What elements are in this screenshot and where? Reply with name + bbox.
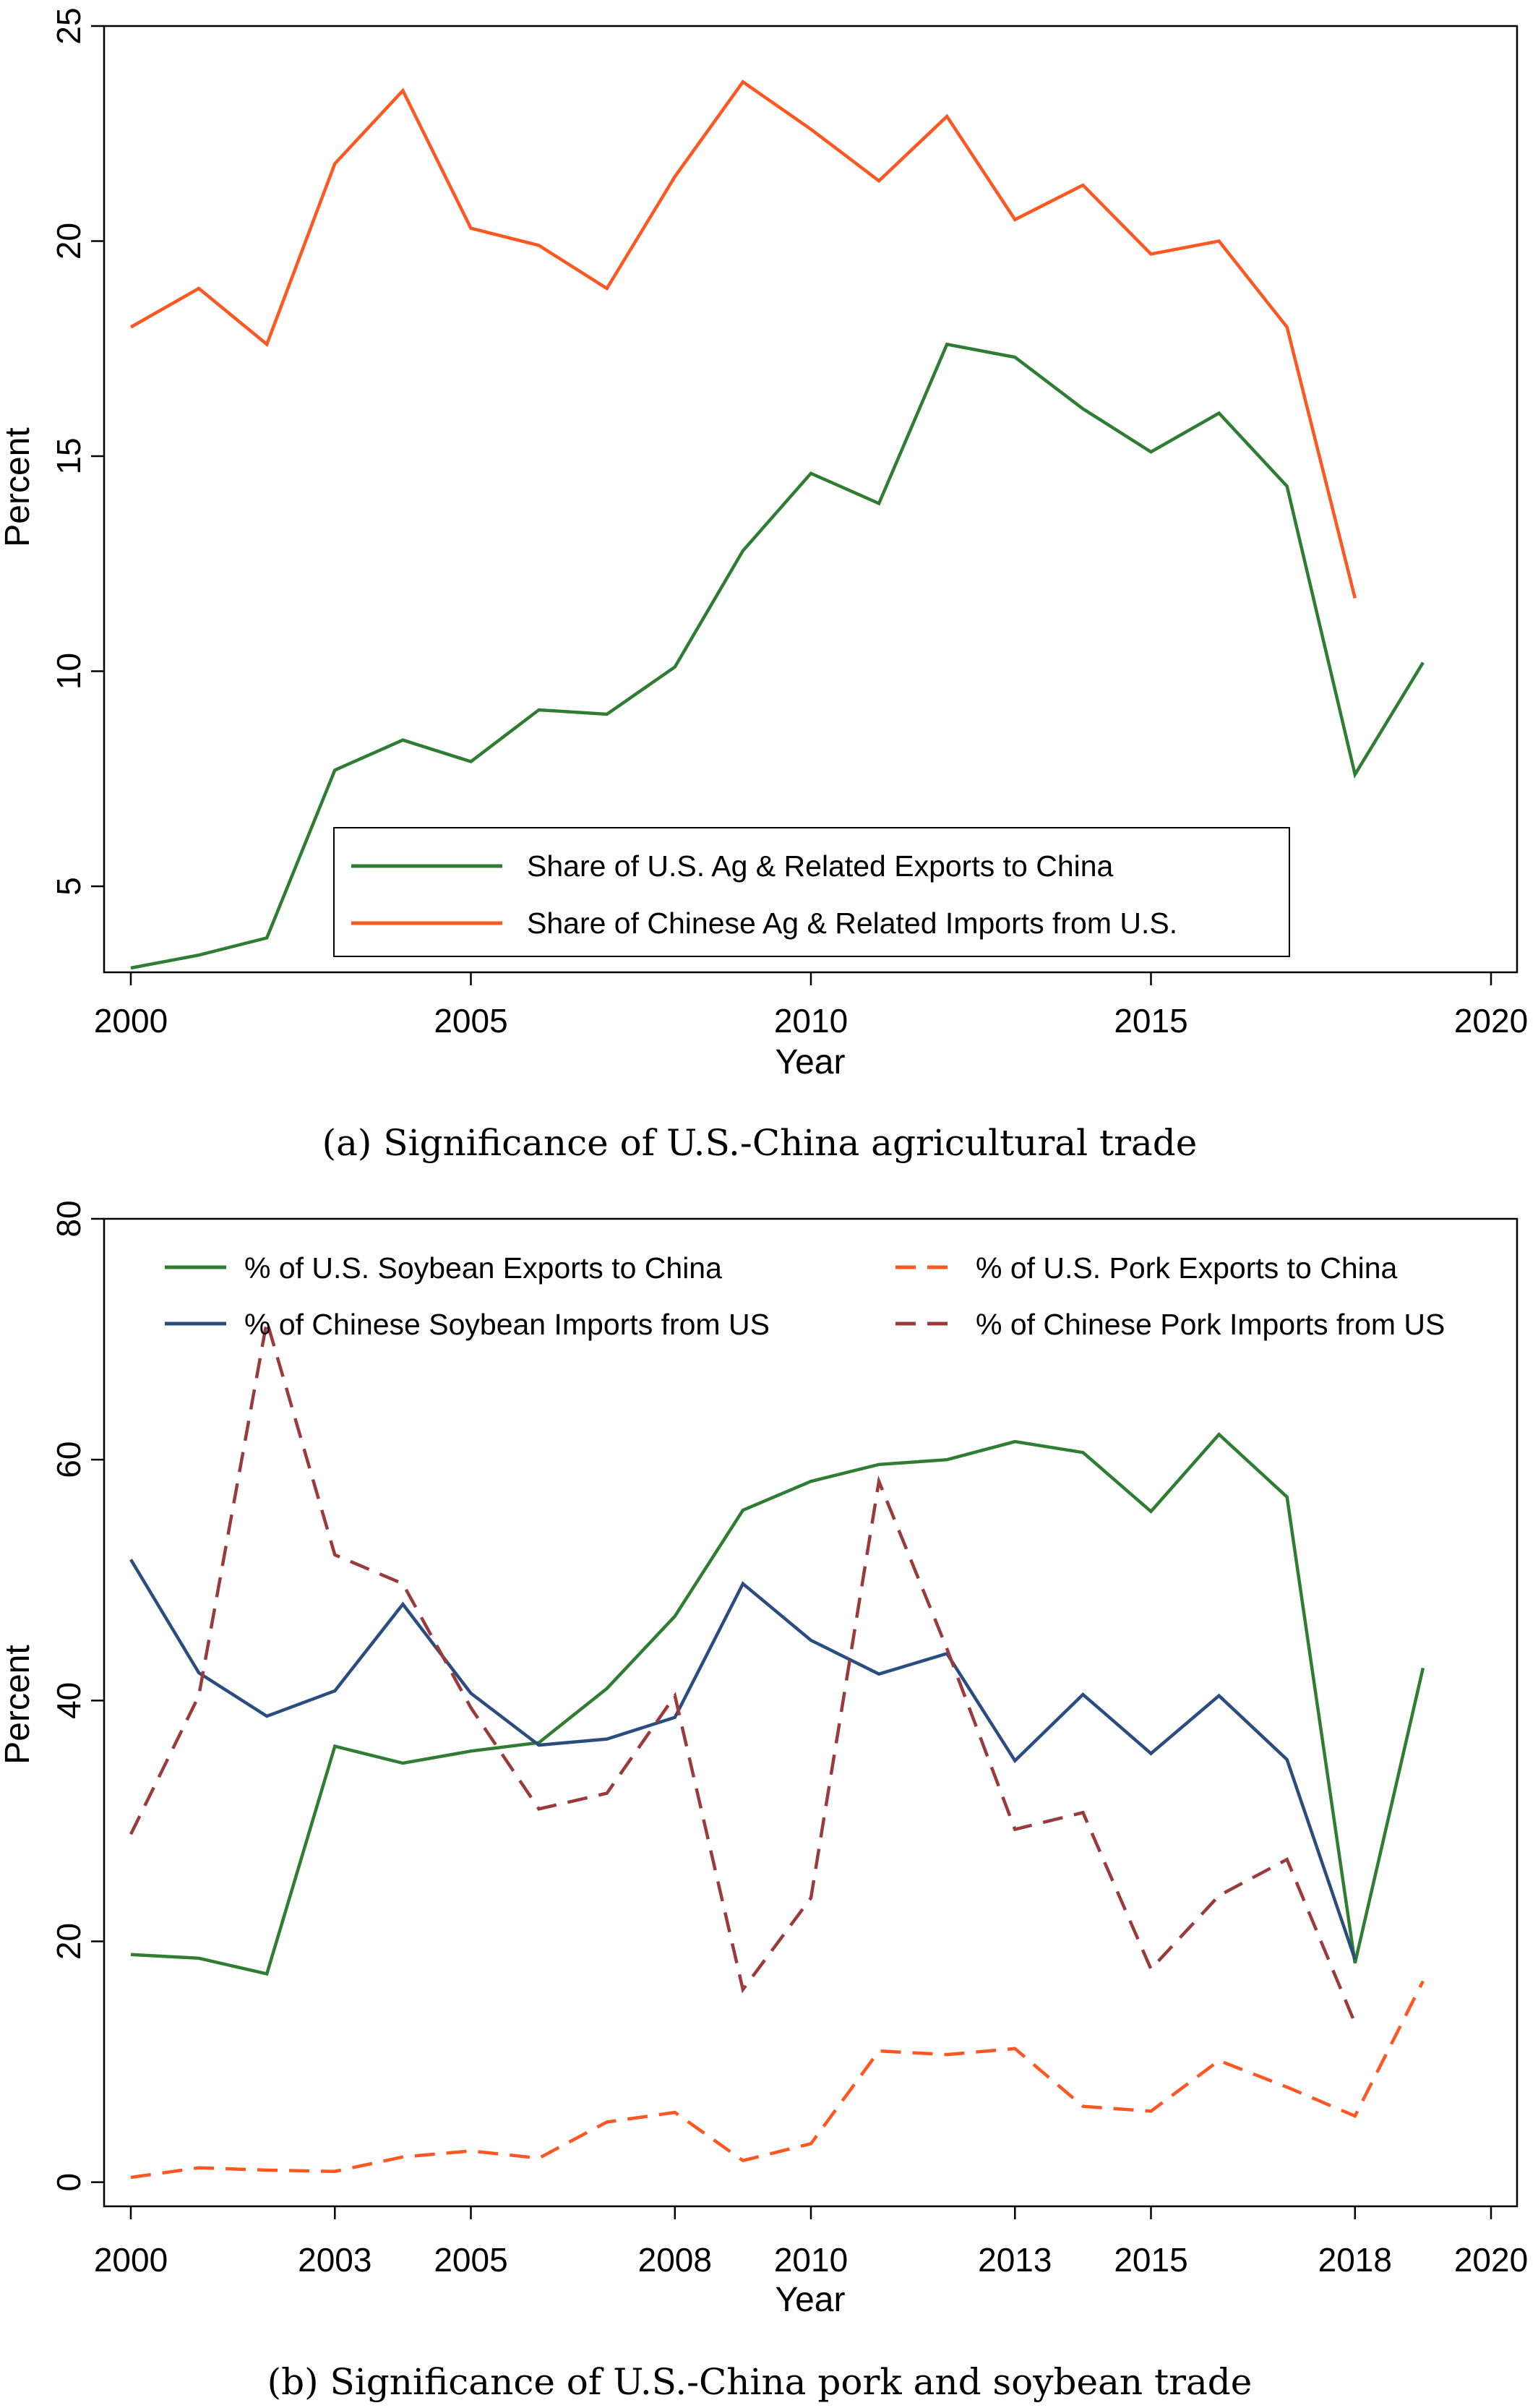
x-tick-label: 2020 [1454, 1002, 1528, 1040]
y-axis-title-b: Percent [0, 1645, 37, 1764]
y-tick-label: 20 [50, 223, 87, 260]
legend-label-b-2: % of Chinese Soybean Imports from US [244, 1308, 770, 1341]
series-line-b-3 [129, 1320, 1357, 2024]
x-tick-label: 2010 [774, 2241, 848, 2279]
x-tick-label: 2020 [1454, 2241, 1528, 2279]
x-tick-label: 2015 [1114, 1002, 1187, 1040]
x-tick-label: 2000 [94, 1002, 168, 1040]
legend-label-b-1: % of U.S. Pork Exports to China [976, 1251, 1398, 1285]
series-line-a-0 [130, 342, 1425, 970]
x-tick-label: 2008 [638, 2241, 712, 2279]
legend-label-a-1: Share of Chinese Ag & Related Imports fr… [527, 907, 1177, 940]
plot-frame-b [103, 1217, 1518, 2208]
y-tick-label: 15 [50, 437, 87, 474]
x-tick-label: 2013 [978, 2241, 1052, 2279]
legend-box-a [333, 827, 1290, 957]
series-line-b-0 [130, 1431, 1425, 1976]
y-tick-label: 80 [50, 1200, 87, 1237]
panel-b: 0 20 40 60 80 2000 2003 2005 2008 2010 2013 2015 20… [0, 1200, 1528, 2403]
y-tick-label: 10 [50, 653, 87, 690]
y-tick-label: 0 [50, 2173, 87, 2192]
x-axis-title-b: Year [776, 2281, 846, 2319]
x-tick-label: 2003 [298, 2241, 371, 2279]
x-tick-label: 2005 [434, 2241, 507, 2279]
y-tick-label: 5 [50, 877, 87, 896]
y-tick-label: 60 [50, 1441, 87, 1478]
legend-b: % of U.S. Soybean Exports to China % of … [165, 1251, 1445, 1341]
series-line-b-2 [129, 1559, 1357, 1961]
series-line-b-1 [130, 1980, 1425, 2180]
x-tick-label: 2010 [774, 1002, 848, 1040]
x-tick-label: 2005 [434, 1002, 507, 1040]
caption-a: (a) Significance of U.S.-China agricultu… [322, 1122, 1198, 1164]
y-tick-label: 25 [50, 7, 87, 44]
y-axis-title-a: Percent [0, 427, 37, 547]
legend-label-b-3: % of Chinese Pork Imports from US [976, 1308, 1445, 1341]
legend-a: Share of U.S. Ag & Related Exports to Ch… [333, 827, 1290, 957]
series-line-a-1 [129, 80, 1357, 599]
legend-label-a-0: Share of U.S. Ag & Related Exports to Ch… [527, 849, 1114, 883]
legend-label-b-0: % of U.S. Soybean Exports to China [244, 1251, 722, 1285]
x-tick-label: 2018 [1318, 2241, 1392, 2279]
y-tick-label: 40 [50, 1682, 87, 1719]
caption-b: (b) Significance of U.S.-China pork and … [267, 2361, 1253, 2403]
x-tick-label: 2015 [1114, 2241, 1187, 2279]
panel-a: 5 10 15 20 25 2000 2005 2010 2015 2020 Percent Y… [0, 7, 1528, 1164]
y-tick-label: 20 [50, 1923, 87, 1960]
x-tick-label: 2000 [94, 2241, 168, 2279]
x-axis-title-a: Year [776, 1043, 846, 1081]
